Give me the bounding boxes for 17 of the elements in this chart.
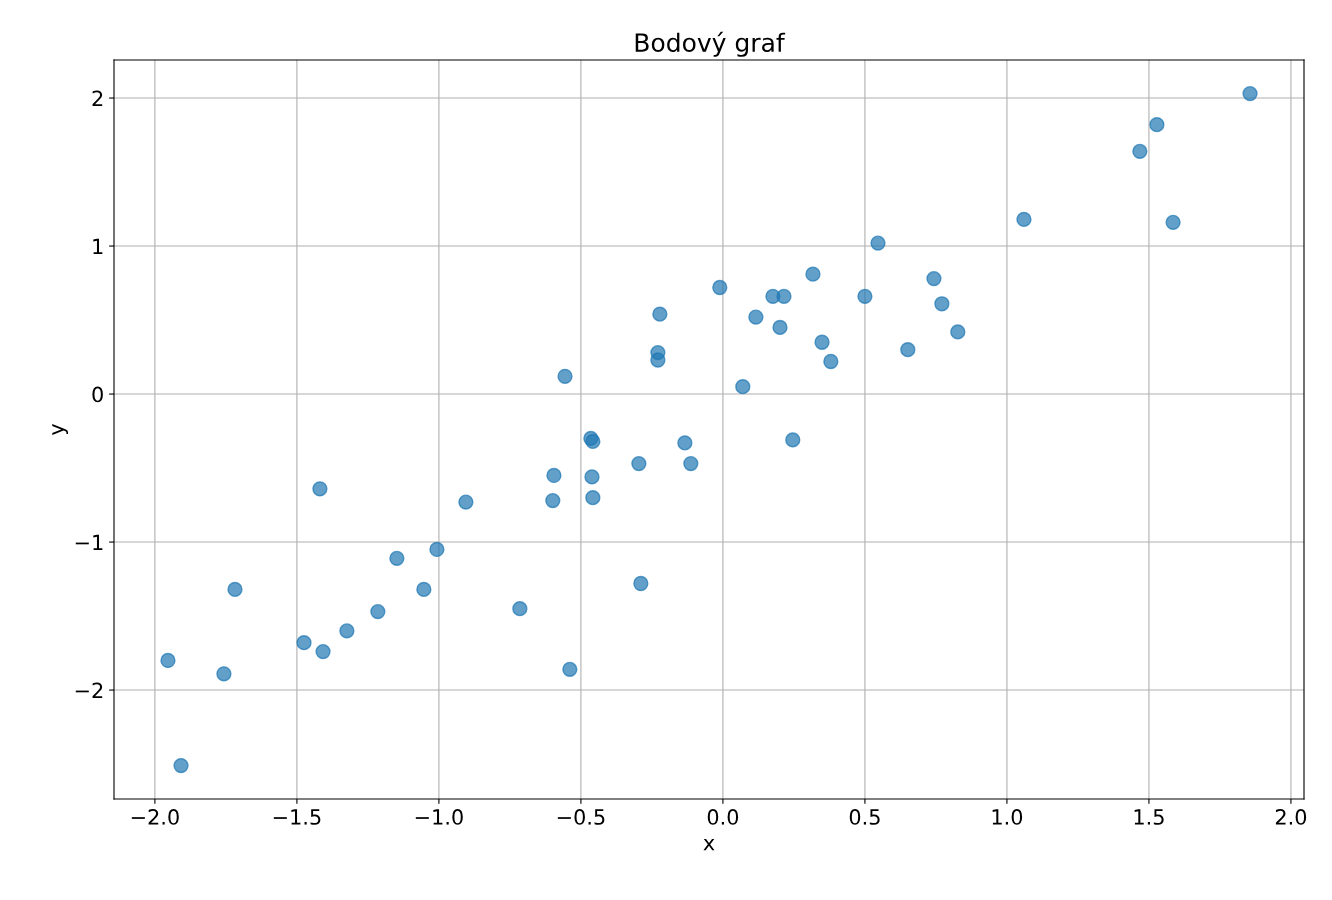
- x-tick-label: −1.0: [415, 809, 463, 825]
- x-axis-title: x: [703, 838, 715, 851]
- y-tick-label: 1: [93, 238, 103, 254]
- x-tick-label: −1.5: [273, 809, 321, 825]
- x-tick-label: 0.0: [707, 809, 739, 825]
- x-tick-label: 1.5: [1134, 809, 1164, 825]
- x-tick-label: −2.0: [131, 809, 179, 825]
- x-tick-label: 0.5: [849, 809, 880, 825]
- y-axis-title: y: [52, 423, 69, 436]
- chart-title: Bodový graf: [635, 31, 786, 57]
- y-tick-label: 2: [92, 90, 103, 106]
- x-tick-label: −0.5: [557, 809, 605, 825]
- y-tick-label: 0: [92, 386, 103, 403]
- x-tick-label: 1.0: [992, 809, 1023, 825]
- y-tick-label: −2: [75, 682, 103, 698]
- x-tick-label: 2.0: [1275, 809, 1307, 825]
- y-tick-label: −1: [75, 534, 103, 550]
